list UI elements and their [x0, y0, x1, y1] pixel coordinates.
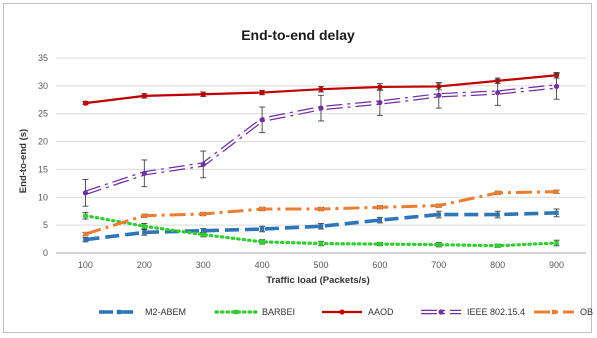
chart-frame: End-to-end delay 0 5 10 15 20 25 30 35 100 200 30…: [3, 3, 593, 333]
data-point: [142, 224, 147, 229]
data-point: [436, 242, 441, 247]
data-point: [141, 93, 147, 99]
data-point: [495, 212, 500, 217]
y-tick-label: 25: [38, 109, 48, 119]
y-axis-ticks: 0 5 10 15 20 25 30 35: [38, 53, 48, 258]
x-tick-label: 300: [196, 260, 211, 270]
data-point: [554, 240, 559, 246]
y-axis-title: End-to-end (s): [18, 129, 29, 193]
series-1: [82, 211, 560, 248]
data-point: [142, 230, 147, 235]
series-3: [82, 73, 560, 207]
data-point: [83, 237, 88, 242]
data-point: [553, 83, 560, 90]
data-point: [377, 205, 383, 210]
legend-marker: [438, 309, 444, 315]
legend-item-4: OBSO: [534, 307, 593, 317]
data-point: [259, 206, 265, 212]
data-point: [377, 241, 383, 247]
legend-item-1: BARBEI: [214, 307, 295, 317]
legend-label: AAOD: [368, 307, 394, 317]
x-axis-ticks: 100 200 300 400 500 600 700 800 900: [78, 260, 564, 270]
data-point: [200, 91, 206, 97]
data-point: [141, 170, 147, 176]
data-point: [318, 206, 324, 212]
x-tick-label: 500: [313, 260, 328, 270]
line-chart: End-to-end delay 0 5 10 15 20 25 30 35 100 200 30…: [18, 27, 593, 317]
data-point: [554, 210, 559, 216]
y-tick-label: 15: [38, 164, 48, 174]
data-point: [201, 228, 206, 233]
data-point: [201, 211, 206, 217]
legend-item-0: M2-ABEM: [99, 307, 186, 317]
x-axis-title: Traffic load (Packets/s): [266, 275, 369, 286]
legend: M2-ABEM BARBEI AAOD IEEE 802.15.4 OBSO: [99, 307, 593, 317]
data-point: [318, 224, 324, 229]
x-tick-label: 600: [372, 260, 387, 270]
data-point: [142, 213, 147, 218]
y-tick-label: 5: [43, 220, 48, 230]
x-tick-label: 700: [431, 260, 446, 270]
data-point: [82, 190, 89, 196]
data-point: [436, 92, 442, 98]
data-point: [82, 100, 89, 106]
legend-item-2: AAOD: [322, 307, 394, 317]
chart-title: End-to-end delay: [241, 27, 355, 43]
data-point: [259, 239, 265, 245]
legend-marker: [339, 309, 345, 315]
series-4: [82, 189, 560, 237]
legend-label: BARBEI: [262, 307, 295, 317]
data-point: [495, 243, 500, 248]
data-point: [436, 212, 441, 217]
y-tick-label: 35: [38, 53, 48, 63]
legend-label: IEEE 802.15.4: [467, 307, 525, 317]
x-tick-label: 800: [490, 260, 505, 270]
data-point: [259, 117, 265, 123]
x-tick-label: 900: [549, 260, 564, 270]
data-point: [259, 89, 265, 96]
legend-label: M2-ABEM: [145, 307, 186, 317]
y-tick-label: 10: [38, 192, 48, 202]
data-point: [436, 203, 441, 208]
legend-marker: [233, 309, 239, 315]
x-tick-label: 100: [78, 260, 93, 270]
legend-item-3: IEEE 802.15.4: [421, 307, 525, 317]
y-tick-label: 30: [38, 81, 48, 91]
data-point: [83, 231, 88, 237]
data-point: [318, 86, 324, 92]
x-tick-label: 200: [137, 260, 152, 270]
data-point: [377, 84, 383, 90]
data-point: [495, 190, 500, 196]
y-tick-label: 20: [38, 137, 48, 147]
data-point: [259, 226, 265, 232]
series-0: [82, 208, 560, 243]
data-point: [495, 89, 501, 96]
data-point: [200, 161, 206, 168]
legend-marker: [551, 309, 557, 315]
data-point: [377, 99, 383, 106]
legend-label: OBSO: [580, 307, 593, 317]
data-point: [318, 241, 324, 246]
x-tick-label: 400: [255, 260, 270, 270]
series: [82, 72, 560, 248]
legend-marker: [116, 309, 122, 315]
data-point: [201, 232, 206, 237]
data-point: [377, 217, 383, 223]
data-point: [83, 213, 88, 218]
data-point: [554, 189, 559, 194]
data-point: [318, 105, 324, 111]
series-line: [85, 211, 557, 242]
y-tick-label: 0: [43, 248, 48, 258]
